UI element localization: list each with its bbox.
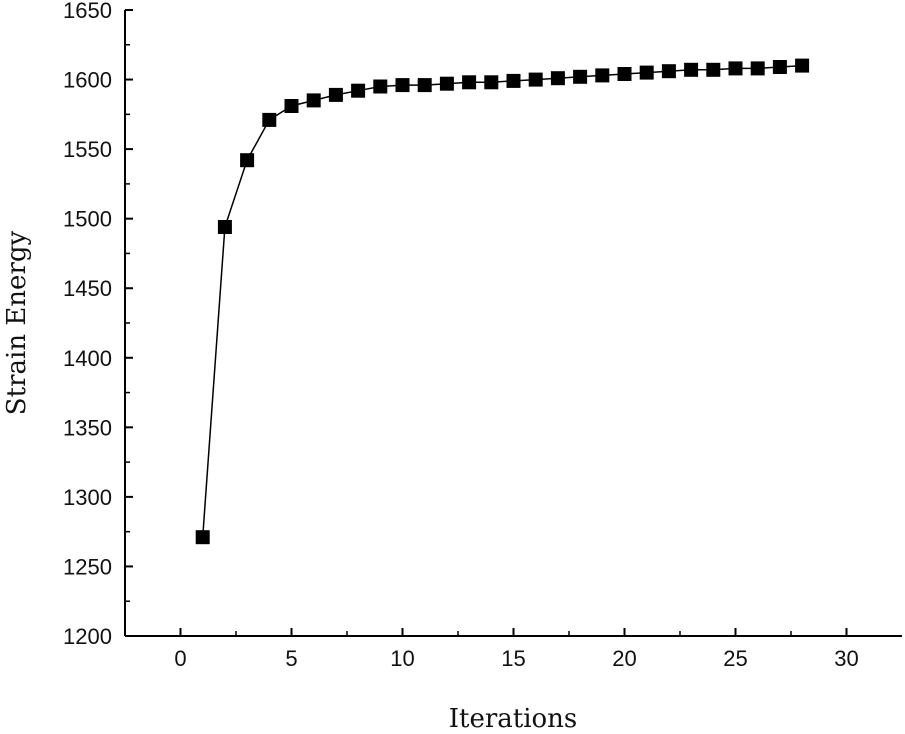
data-point [351, 83, 366, 98]
y-tick-label: 1200 [63, 624, 112, 649]
x-tick-label: 5 [285, 646, 297, 671]
data-point [684, 62, 699, 77]
data-point [795, 58, 810, 73]
data-point [550, 71, 565, 86]
y-tick-label: 1550 [63, 137, 112, 162]
data-point [661, 64, 676, 79]
y-tick-label: 1400 [63, 346, 112, 371]
data-point [750, 61, 765, 76]
y-tick-label: 1300 [63, 485, 112, 510]
y-axis-title: Strain Energy [2, 230, 32, 415]
data-point [728, 61, 743, 76]
x-tick-label: 15 [501, 646, 525, 671]
data-point [639, 65, 654, 80]
data-point [706, 62, 721, 77]
data-point [262, 112, 277, 127]
data-point [284, 99, 299, 113]
y-tick-label: 1600 [63, 68, 112, 93]
y-tick-label: 1450 [63, 276, 112, 301]
data-point [506, 73, 521, 88]
data-point [595, 68, 610, 83]
data-point [328, 87, 343, 102]
x-tick-label: 25 [723, 646, 747, 671]
data-point [772, 60, 787, 74]
data-point [528, 72, 543, 87]
data-point [462, 75, 477, 90]
y-tick-label: 1500 [63, 207, 112, 232]
axes [124, 10, 902, 637]
y-tick-label: 1350 [63, 415, 112, 440]
x-tick-label: 30 [834, 646, 858, 671]
series-layer [195, 58, 810, 545]
data-point [617, 67, 632, 81]
series-line [201, 64, 803, 538]
data-point [195, 530, 210, 545]
data-point [217, 220, 232, 234]
x-ticks: 0 5 10 15 20 25 30 [174, 628, 859, 671]
data-point [240, 153, 255, 168]
x-tick-label: 10 [390, 646, 414, 671]
x-tick-label: 0 [174, 646, 186, 671]
y-ticks: 1200 1250 1300 1350 1400 1450 1500 1550 1600 1650 [63, 0, 133, 649]
x-tick-label: 20 [612, 646, 636, 671]
data-point [395, 78, 410, 93]
data-point [484, 75, 499, 90]
x-axis-title: Iterations [449, 704, 578, 734]
data-point [417, 78, 432, 93]
data-point [373, 79, 388, 94]
y-tick-label: 1650 [63, 0, 112, 23]
data-point [306, 93, 321, 108]
y-tick-label: 1250 [63, 554, 112, 579]
data-point [439, 76, 454, 91]
data-point [573, 69, 588, 84]
